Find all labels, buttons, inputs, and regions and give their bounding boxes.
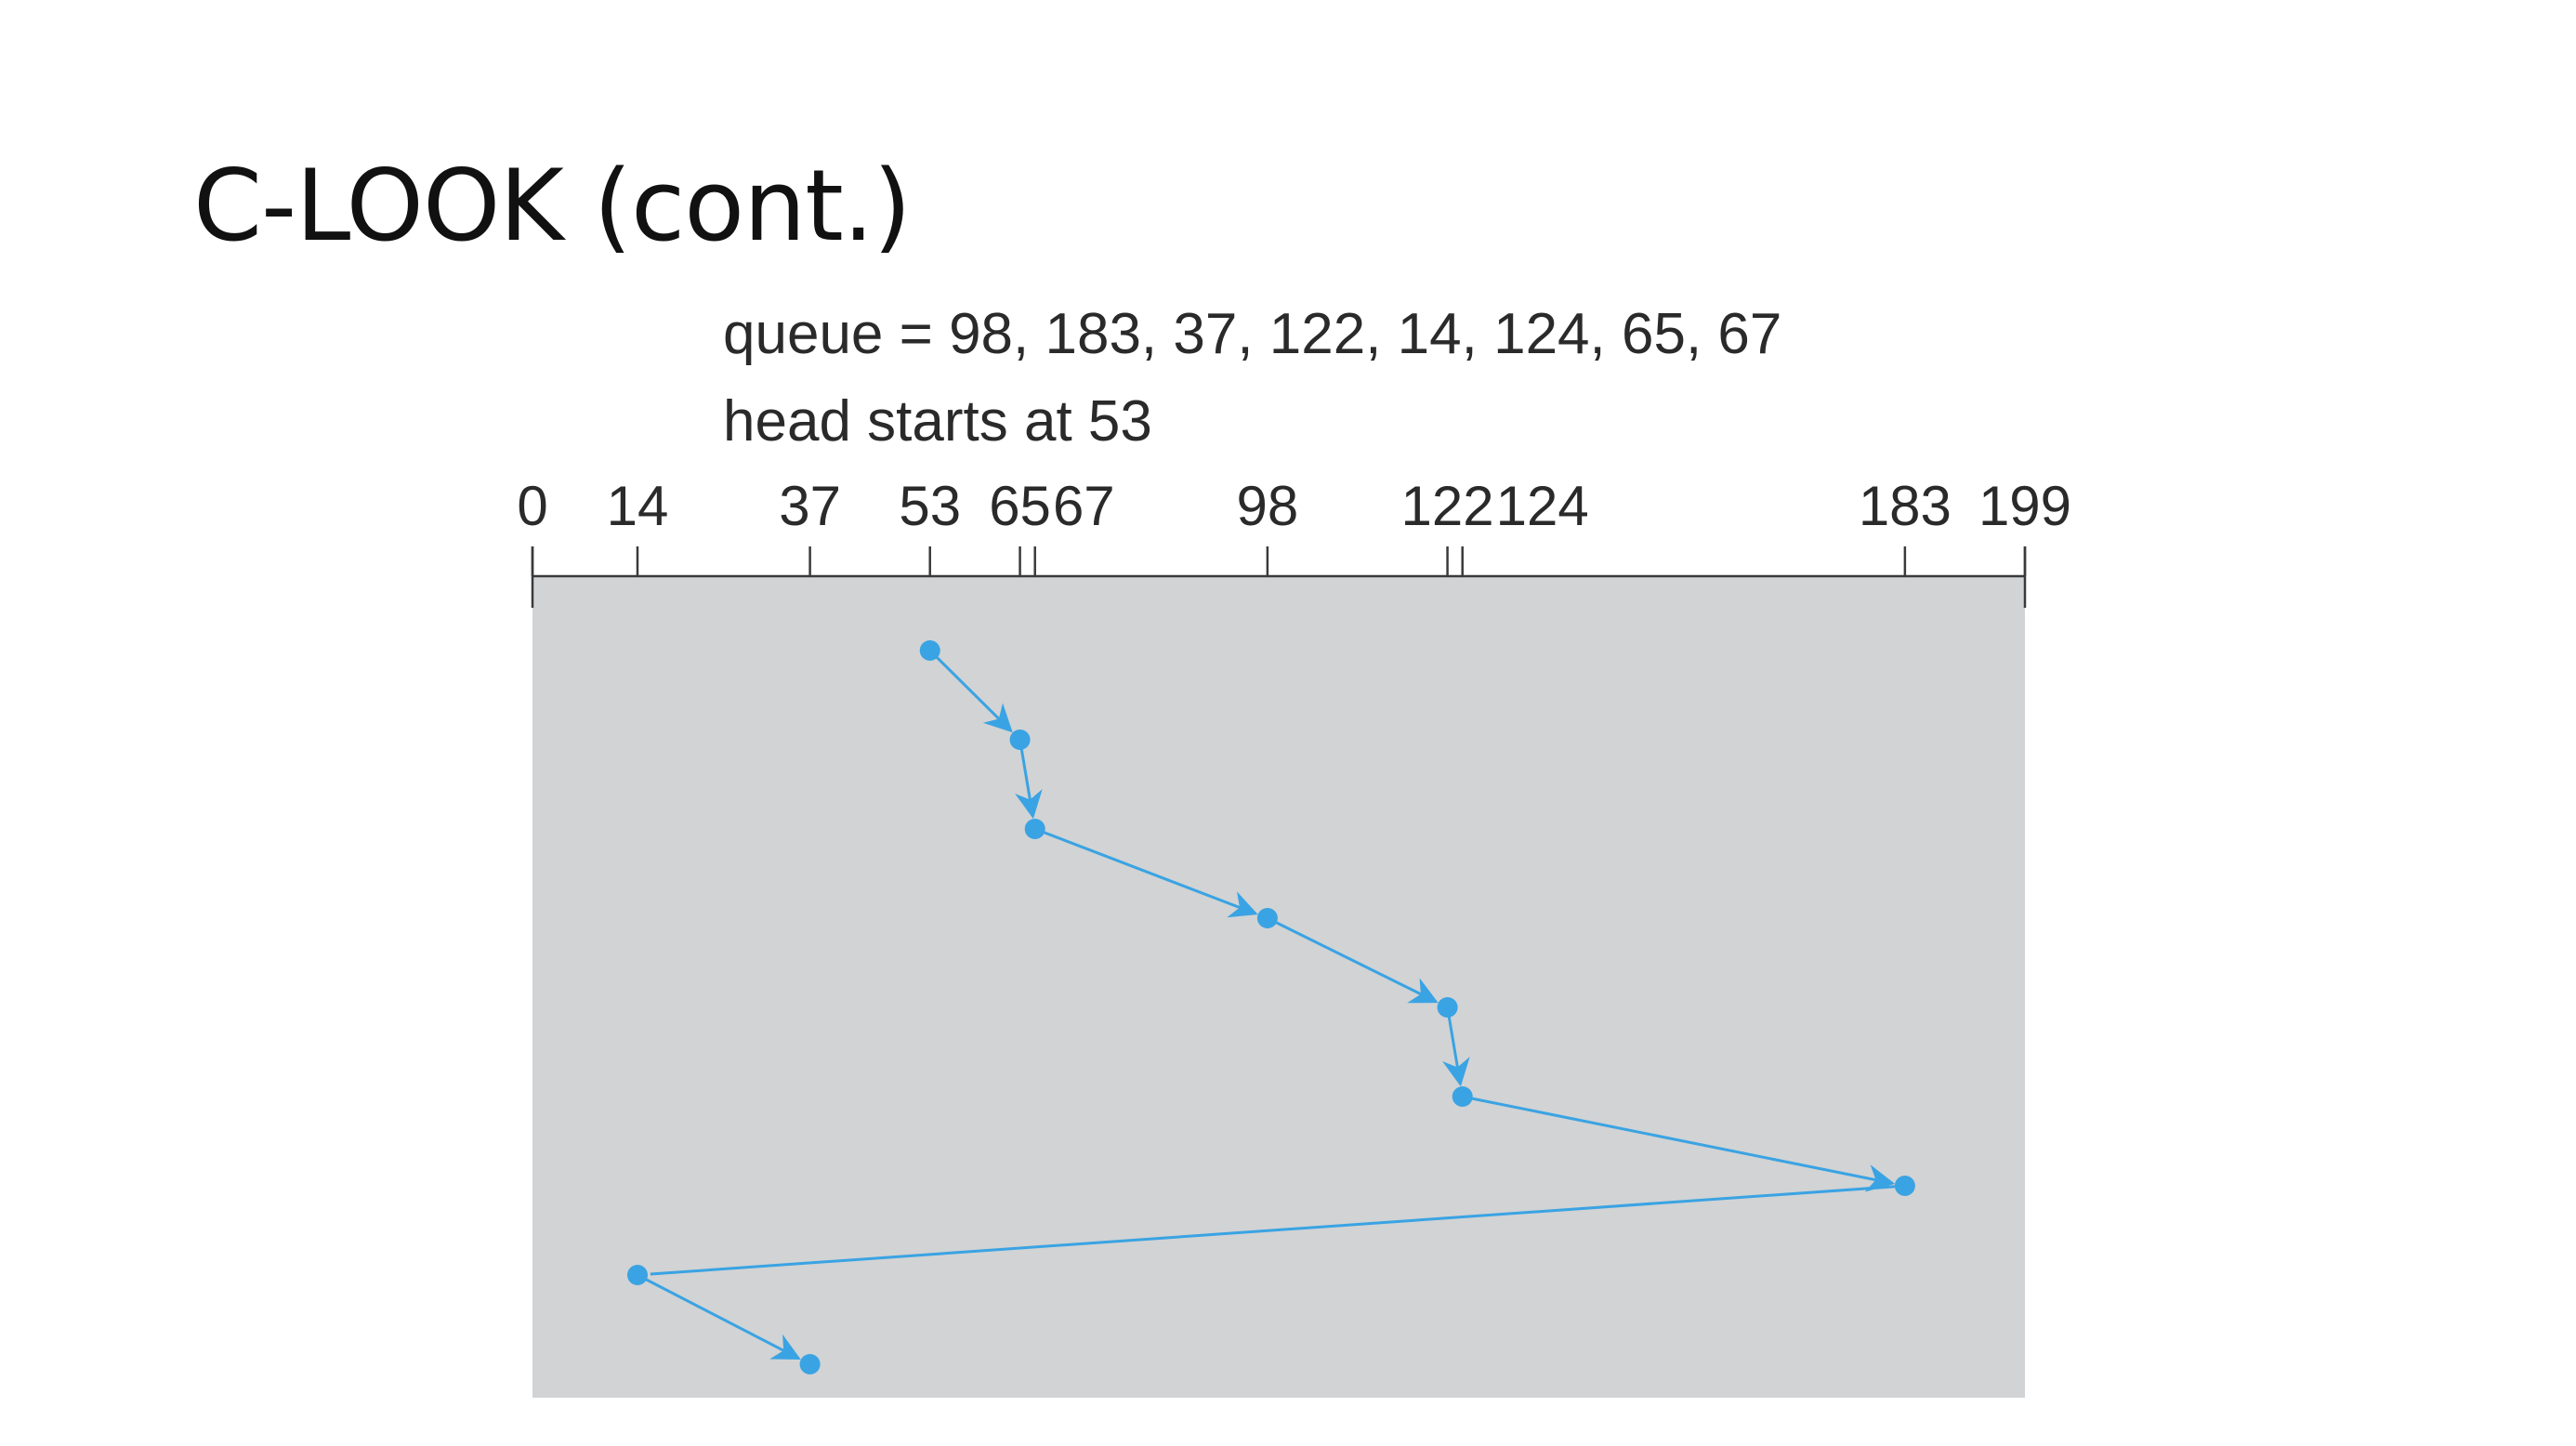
- tick-label-65: 65: [989, 475, 1051, 537]
- request-point-14: [626, 1265, 648, 1285]
- request-point-122: [1437, 997, 1458, 1018]
- path-segment-14-to-37: [637, 1273, 801, 1360]
- path-segment-124-to-183: [1462, 1095, 1896, 1192]
- request-point-67: [1024, 819, 1045, 839]
- request-point-98: [1256, 908, 1278, 928]
- path-segment-122-to-124: [1442, 1006, 1470, 1087]
- tick-label-124: 124: [1496, 475, 1589, 537]
- request-point-183: [1894, 1176, 1915, 1196]
- tick-label-53: 53: [899, 475, 961, 537]
- path-segment-67-to-98: [1034, 827, 1258, 918]
- path-segment-183-to-14: [650, 1184, 1905, 1276]
- queue-caption: queue = 98, 183, 37, 122, 14, 124, 65, 6…: [723, 302, 1781, 366]
- path-segment-53-to-65: [928, 649, 1013, 733]
- path-segment-65-to-67: [1015, 739, 1043, 820]
- tick-label-98: 98: [1237, 475, 1299, 537]
- request-point-53: [919, 640, 940, 661]
- tick-label-199: 199: [1978, 475, 2071, 537]
- tick-label-37: 37: [779, 475, 841, 537]
- cylinder-panel: [532, 576, 2025, 1398]
- slide-title: C-LOOK (cont.): [193, 149, 912, 263]
- tick-label-14: 14: [607, 475, 669, 537]
- head-start-caption: head starts at 53: [723, 389, 1152, 454]
- request-point-37: [799, 1354, 821, 1374]
- tick-label-67: 67: [1053, 475, 1115, 537]
- request-point-124: [1452, 1086, 1473, 1107]
- tick-label-183: 183: [1859, 475, 1952, 537]
- tick-label-122: 122: [1401, 475, 1494, 537]
- cylinder-axis: 0 14 37 53 65 67 98 122 124 183 199: [517, 475, 2071, 608]
- path-segment-98-to-122: [1267, 916, 1439, 1004]
- tick-label-0: 0: [517, 475, 547, 537]
- head-movement-path: [626, 640, 1915, 1374]
- request-point-65: [1009, 730, 1031, 750]
